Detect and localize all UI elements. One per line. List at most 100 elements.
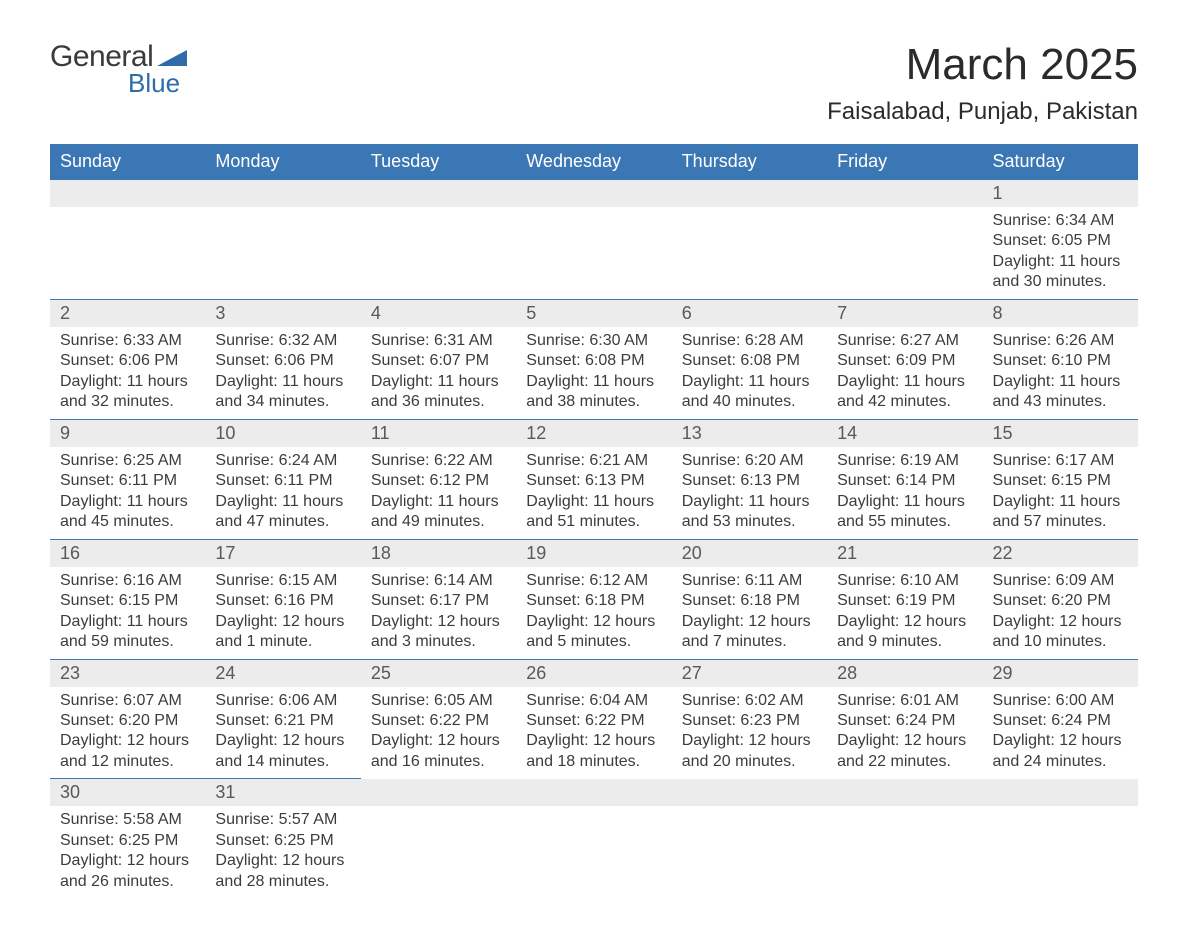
sunset-line: Sunset: 6:05 PM — [993, 231, 1128, 251]
day-body: Sunrise: 6:01 AMSunset: 6:24 PMDaylight:… — [827, 687, 982, 779]
calendar-cell — [516, 779, 671, 898]
sunset-line: Sunset: 6:19 PM — [837, 591, 972, 611]
sunset-line: Sunset: 6:13 PM — [526, 471, 661, 491]
daylight-line: Daylight: 12 hours and 5 minutes. — [526, 612, 661, 653]
daylight-line: Daylight: 12 hours and 24 minutes. — [993, 731, 1128, 772]
sunset-line: Sunset: 6:18 PM — [526, 591, 661, 611]
calendar-cell: 16Sunrise: 6:16 AMSunset: 6:15 PMDayligh… — [50, 539, 205, 659]
calendar-cell: 9Sunrise: 6:25 AMSunset: 6:11 PMDaylight… — [50, 419, 205, 539]
day-body — [516, 207, 671, 299]
calendar-cell: 19Sunrise: 6:12 AMSunset: 6:18 PMDayligh… — [516, 539, 671, 659]
sunrise-line: Sunrise: 6:22 AM — [371, 451, 506, 471]
day-number: 10 — [205, 420, 360, 447]
daylight-line: Daylight: 11 hours and 30 minutes. — [993, 252, 1128, 293]
calendar-row: 30Sunrise: 5:58 AMSunset: 6:25 PMDayligh… — [50, 779, 1138, 898]
sunrise-line: Sunrise: 6:02 AM — [682, 691, 817, 711]
day-number-bar — [827, 180, 982, 207]
day-number: 20 — [672, 540, 827, 567]
day-number: 13 — [672, 420, 827, 447]
daylight-line: Daylight: 11 hours and 49 minutes. — [371, 492, 506, 533]
brand-logo: General Blue — [50, 40, 187, 99]
weekday-header: Sunday — [50, 144, 205, 180]
day-body: Sunrise: 6:24 AMSunset: 6:11 PMDaylight:… — [205, 447, 360, 539]
day-body: Sunrise: 6:14 AMSunset: 6:17 PMDaylight:… — [361, 567, 516, 659]
day-number: 8 — [983, 300, 1138, 327]
sunrise-line: Sunrise: 6:14 AM — [371, 571, 506, 591]
calendar-cell: 24Sunrise: 6:06 AMSunset: 6:21 PMDayligh… — [205, 659, 360, 779]
day-number: 24 — [205, 660, 360, 687]
sunset-line: Sunset: 6:22 PM — [371, 711, 506, 731]
calendar-row: 23Sunrise: 6:07 AMSunset: 6:20 PMDayligh… — [50, 659, 1138, 779]
sunset-line: Sunset: 6:13 PM — [682, 471, 817, 491]
day-body: Sunrise: 6:17 AMSunset: 6:15 PMDaylight:… — [983, 447, 1138, 539]
sunset-line: Sunset: 6:18 PM — [682, 591, 817, 611]
calendar-cell: 12Sunrise: 6:21 AMSunset: 6:13 PMDayligh… — [516, 419, 671, 539]
calendar-cell: 20Sunrise: 6:11 AMSunset: 6:18 PMDayligh… — [672, 539, 827, 659]
day-number-bar — [983, 779, 1138, 806]
daylight-line: Daylight: 12 hours and 20 minutes. — [682, 731, 817, 772]
calendar-cell: 18Sunrise: 6:14 AMSunset: 6:17 PMDayligh… — [361, 539, 516, 659]
calendar-cell — [50, 180, 205, 300]
sunrise-line: Sunrise: 6:17 AM — [993, 451, 1128, 471]
weekday-header: Wednesday — [516, 144, 671, 180]
sunset-line: Sunset: 6:09 PM — [837, 351, 972, 371]
day-body: Sunrise: 6:19 AMSunset: 6:14 PMDaylight:… — [827, 447, 982, 539]
calendar-cell — [672, 779, 827, 898]
sunset-line: Sunset: 6:10 PM — [993, 351, 1128, 371]
sunset-line: Sunset: 6:15 PM — [60, 591, 195, 611]
daylight-line: Daylight: 11 hours and 57 minutes. — [993, 492, 1128, 533]
calendar-row: 16Sunrise: 6:16 AMSunset: 6:15 PMDayligh… — [50, 539, 1138, 659]
sunset-line: Sunset: 6:06 PM — [60, 351, 195, 371]
calendar-cell — [983, 779, 1138, 898]
calendar-cell: 30Sunrise: 5:58 AMSunset: 6:25 PMDayligh… — [50, 779, 205, 898]
day-number: 21 — [827, 540, 982, 567]
day-body: Sunrise: 6:16 AMSunset: 6:15 PMDaylight:… — [50, 567, 205, 659]
sunrise-line: Sunrise: 6:09 AM — [993, 571, 1128, 591]
sunrise-line: Sunrise: 6:20 AM — [682, 451, 817, 471]
sunset-line: Sunset: 6:25 PM — [215, 831, 350, 851]
sunset-line: Sunset: 6:24 PM — [993, 711, 1128, 731]
sunset-line: Sunset: 6:21 PM — [215, 711, 350, 731]
day-number: 15 — [983, 420, 1138, 447]
weekday-header: Tuesday — [361, 144, 516, 180]
day-number: 9 — [50, 420, 205, 447]
day-number-bar — [827, 779, 982, 806]
calendar-cell: 4Sunrise: 6:31 AMSunset: 6:07 PMDaylight… — [361, 299, 516, 419]
day-body: Sunrise: 6:12 AMSunset: 6:18 PMDaylight:… — [516, 567, 671, 659]
daylight-line: Daylight: 11 hours and 55 minutes. — [837, 492, 972, 533]
day-body: Sunrise: 6:20 AMSunset: 6:13 PMDaylight:… — [672, 447, 827, 539]
calendar-cell: 26Sunrise: 6:04 AMSunset: 6:22 PMDayligh… — [516, 659, 671, 779]
logo-triangle-icon — [157, 48, 187, 66]
daylight-line: Daylight: 11 hours and 59 minutes. — [60, 612, 195, 653]
daylight-line: Daylight: 12 hours and 22 minutes. — [837, 731, 972, 772]
daylight-line: Daylight: 12 hours and 18 minutes. — [526, 731, 661, 772]
sunset-line: Sunset: 6:25 PM — [60, 831, 195, 851]
day-number: 1 — [983, 180, 1138, 207]
daylight-line: Daylight: 12 hours and 14 minutes. — [215, 731, 350, 772]
day-number: 23 — [50, 660, 205, 687]
day-body — [672, 207, 827, 299]
day-number: 7 — [827, 300, 982, 327]
day-body: Sunrise: 6:04 AMSunset: 6:22 PMDaylight:… — [516, 687, 671, 779]
day-number: 26 — [516, 660, 671, 687]
day-number: 22 — [983, 540, 1138, 567]
day-body: Sunrise: 6:27 AMSunset: 6:09 PMDaylight:… — [827, 327, 982, 419]
sunset-line: Sunset: 6:06 PM — [215, 351, 350, 371]
sunrise-line: Sunrise: 6:16 AM — [60, 571, 195, 591]
day-number: 16 — [50, 540, 205, 567]
day-body: Sunrise: 5:58 AMSunset: 6:25 PMDaylight:… — [50, 806, 205, 898]
day-body: Sunrise: 6:25 AMSunset: 6:11 PMDaylight:… — [50, 447, 205, 539]
sunrise-line: Sunrise: 6:34 AM — [993, 211, 1128, 231]
sunrise-line: Sunrise: 6:21 AM — [526, 451, 661, 471]
day-body: Sunrise: 6:00 AMSunset: 6:24 PMDaylight:… — [983, 687, 1138, 779]
day-body: Sunrise: 6:02 AMSunset: 6:23 PMDaylight:… — [672, 687, 827, 779]
sunrise-line: Sunrise: 6:12 AM — [526, 571, 661, 591]
calendar-cell: 23Sunrise: 6:07 AMSunset: 6:20 PMDayligh… — [50, 659, 205, 779]
sunset-line: Sunset: 6:17 PM — [371, 591, 506, 611]
daylight-line: Daylight: 11 hours and 38 minutes. — [526, 372, 661, 413]
sunrise-line: Sunrise: 6:07 AM — [60, 691, 195, 711]
day-number: 19 — [516, 540, 671, 567]
day-body — [50, 207, 205, 299]
day-number: 5 — [516, 300, 671, 327]
day-body: Sunrise: 6:26 AMSunset: 6:10 PMDaylight:… — [983, 327, 1138, 419]
